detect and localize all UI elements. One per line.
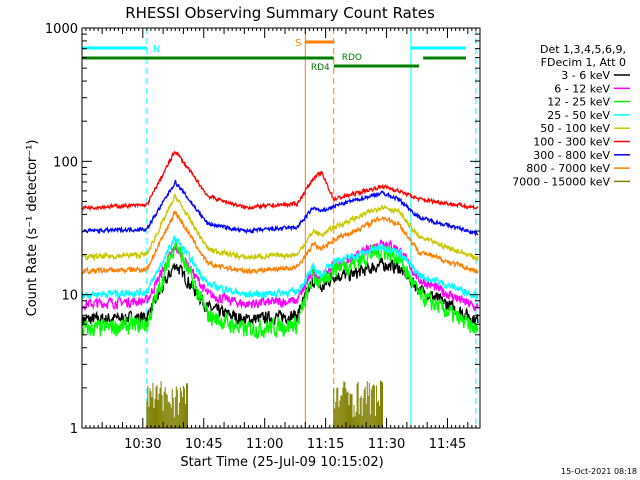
y-axis-label: Count Rate (s⁻¹ detector⁻¹) [25,140,40,317]
saa-flag-label: S [295,38,301,49]
x-tick-label: 11:00 [246,437,283,452]
rd4-flag-label: RD4 [311,63,330,73]
legend-entry-label: 3 - 6 keV [561,69,610,82]
x-axis-label: Start Time (25-Jul-09 10:15:02) [180,455,383,470]
legend-header: FDecim 1, Att 0 [541,56,626,69]
series-12-25-kev [81,239,479,339]
x-tick-label: 10:30 [124,437,161,452]
legend-entry-label: 100 - 300 keV [533,136,610,149]
y-tick-label: 10 [61,289,78,304]
x-tick-label: 11:30 [368,437,405,452]
series-800-7000-kev [81,210,479,276]
x-tick-label: 11:45 [429,437,466,452]
series-300-800-kev [82,179,479,237]
rdo-flag-label: RDO [342,53,362,63]
series-6-12-kev [81,238,479,312]
y-tick-label: 1 [70,422,78,437]
legend-entry-label: 800 - 7000 keV [526,162,610,175]
legend: Det 1,3,4,5,6,9,FDecim 1, Att 03 - 6 keV… [512,43,630,188]
legend-entry-label: 25 - 50 keV [547,109,610,122]
series-50-100-kev [82,192,479,263]
legend-entry-label: 300 - 800 keV [533,149,610,162]
legend-entry-label: 7000 - 15000 keV [512,175,610,188]
series-25-50-kev [81,235,479,301]
legend-entry-label: 50 - 100 keV [540,122,610,135]
chart-title: RHESSI Observing Summary Count Rates [125,4,435,22]
legend-header: Det 1,3,4,5,6,9, [540,43,626,56]
footer-timestamp: 15-Oct-2021 08:18 [561,467,637,476]
series-layer [81,150,479,428]
x-tick-label: 11:15 [307,437,344,452]
night-flag-label: N [153,44,160,55]
legend-entry-label: 12 - 25 keV [547,96,610,109]
series-100-300-kev [81,150,479,212]
legend-entry-label: 6 - 12 keV [554,82,610,95]
y-tick-label: 100 [53,155,78,170]
y-tick-label: 1000 [45,22,78,37]
axes-layer: 1 10 100 1000 10:30 10:45 11:00 11:15 11:30 11:45 [45,22,481,452]
x-tick-label: 10:45 [185,437,222,452]
series-7000-15000-kev [146,380,383,428]
